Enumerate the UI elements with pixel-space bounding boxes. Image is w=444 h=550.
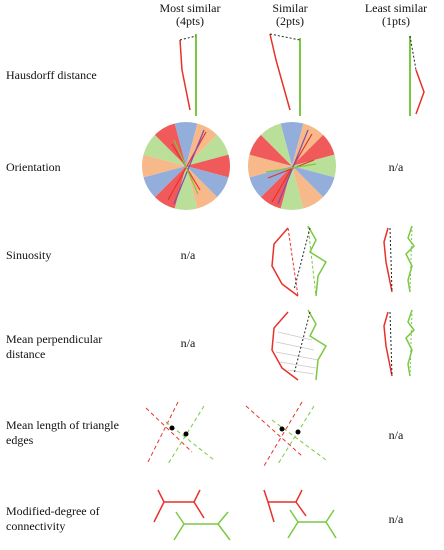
- orientation-most-similar-pie: [142, 122, 230, 210]
- green-intersection-point: [183, 431, 189, 437]
- black-dash: [293, 311, 311, 375]
- red-dash-2: [263, 401, 303, 467]
- orientation-line: [173, 139, 199, 195]
- na-perpendicular-most: n/a: [180, 336, 196, 350]
- sinuosity-least-similar-diagram: [383, 225, 415, 293]
- pie-sector: [249, 134, 292, 166]
- row-label-connectivity: Modified-degree of connectivity: [6, 504, 100, 533]
- green-junction: [287, 509, 337, 539]
- hausdorff-dash: [269, 33, 301, 41]
- pie-sector: [292, 134, 335, 166]
- green-intersection-point: [295, 429, 301, 435]
- red-line: [271, 311, 299, 381]
- pie-sector: [186, 134, 229, 166]
- pie-sector: [292, 166, 324, 209]
- pie-sector: [292, 166, 335, 198]
- red-intersection-point: [279, 426, 285, 432]
- red-junction: [263, 489, 307, 523]
- pie-sector: [174, 122, 198, 166]
- pie-sector: [280, 122, 304, 166]
- connectivity-similar-diagram: [263, 489, 337, 539]
- orientation-line: [277, 129, 309, 205]
- column-header-similar: Similar (2pts): [240, 2, 340, 28]
- red-line: [383, 311, 393, 377]
- green-dash: [409, 309, 413, 377]
- perpendicular-similar-diagram: [271, 309, 328, 381]
- pie-sector: [143, 166, 186, 198]
- red-dash-1: [245, 405, 303, 457]
- red-line: [383, 227, 393, 293]
- green-junction: [173, 511, 231, 541]
- green-dash-2: [271, 419, 327, 461]
- column-title: Least similar: [364, 1, 428, 15]
- green-line: [307, 225, 328, 297]
- sinuosity-similar-diagram: [271, 225, 328, 297]
- orientation-similar-pie: [248, 122, 336, 210]
- orientation-line: [173, 129, 205, 205]
- row-label-hausdorff: Hausdorff distance: [6, 68, 97, 82]
- green-dash-1: [277, 405, 315, 465]
- green-line: [307, 309, 328, 381]
- row-label-mean-length-triangle: Mean length of triangle edges: [6, 418, 119, 447]
- black-dash: [293, 227, 311, 291]
- pie-sector: [248, 154, 292, 178]
- na-orientation-least: n/a: [388, 160, 404, 174]
- column-title: Similar: [272, 1, 308, 15]
- pie-sector: [143, 134, 186, 166]
- red-dash: [287, 227, 299, 297]
- row-label-orientation: Orientation: [6, 160, 61, 174]
- pie-sector: [154, 166, 186, 209]
- red-line: [269, 33, 291, 111]
- red-dash-2: [147, 401, 179, 463]
- column-header-most-similar: Most similar (4pts): [140, 2, 240, 28]
- column-points: (2pts): [276, 14, 304, 28]
- red-dash: [389, 227, 393, 293]
- hausdorff-most-similar-diagram: [179, 34, 197, 116]
- pie-sector: [186, 166, 229, 198]
- red-line: [415, 69, 425, 115]
- pie-sector: [260, 123, 292, 166]
- red-junction: [153, 489, 205, 523]
- na-triangle-least: n/a: [388, 428, 404, 442]
- green-line: [405, 225, 415, 293]
- orientation-line: [265, 163, 317, 173]
- green-line: [405, 309, 415, 377]
- hausdorff-dash: [409, 35, 417, 71]
- hausdorff-similar-diagram: [269, 33, 301, 116]
- red-line: [271, 227, 299, 297]
- green-dash: [307, 225, 317, 297]
- column-points: (1pts): [382, 14, 410, 28]
- pie-sector: [142, 154, 186, 178]
- red-intersection-point: [169, 425, 175, 431]
- red-line: [179, 39, 191, 111]
- na-connectivity-least: n/a: [388, 512, 404, 526]
- red-dash-1: [145, 407, 193, 453]
- red-dash: [389, 311, 393, 377]
- pie-sector: [186, 166, 218, 209]
- pie-sector: [174, 166, 198, 210]
- green-dash: [409, 225, 413, 293]
- pie-sector: [249, 166, 292, 198]
- column-points: (4pts): [176, 14, 204, 28]
- na-sinuosity-most: n/a: [180, 248, 196, 262]
- pie-sector: [260, 166, 292, 209]
- column-header-least-similar: Least similar (1pts): [348, 2, 444, 28]
- orientation-line: [267, 159, 315, 179]
- row-label-sinuosity: Sinuosity: [6, 248, 52, 262]
- connectivity-most-similar-diagram: [153, 489, 231, 541]
- triangle-similar-diagram: [245, 401, 327, 467]
- hausdorff-dash: [179, 35, 197, 41]
- hausdorff-least-similar-diagram: [409, 35, 425, 116]
- pie-sector: [292, 154, 336, 178]
- row-label-mean-perpendicular: Mean perpendicular distance: [6, 332, 103, 361]
- perpendicular-least-similar-diagram: [383, 309, 415, 377]
- pie-sector: [280, 166, 304, 210]
- column-title: Most similar: [159, 1, 221, 15]
- green-dash-1: [167, 405, 205, 465]
- pie-sector: [186, 154, 230, 178]
- orientation-line: [167, 131, 207, 201]
- triangle-most-similar-diagram: [145, 401, 215, 465]
